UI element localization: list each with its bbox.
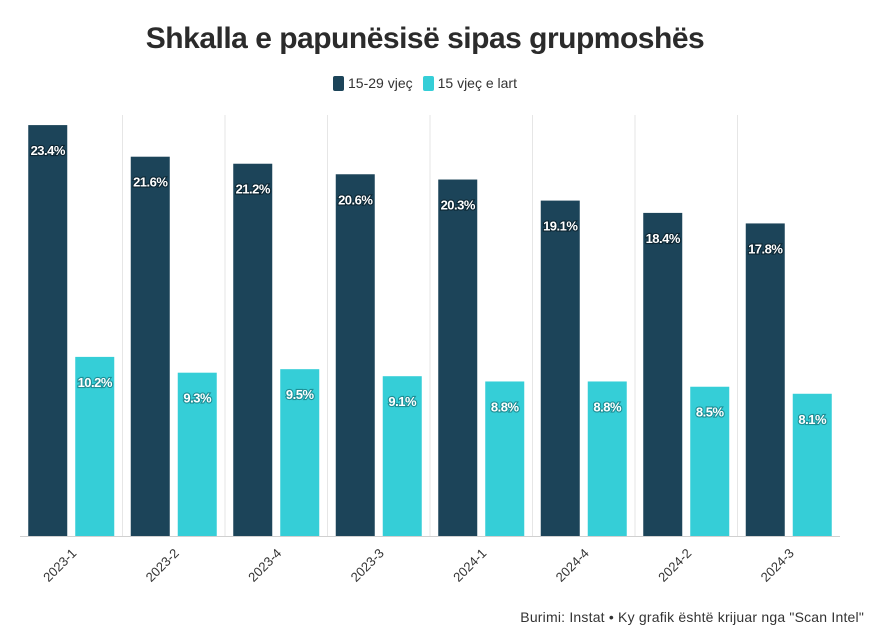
- bar-2: [177, 372, 217, 536]
- data-label: 18.4%: [646, 231, 681, 246]
- bar-1: [28, 125, 68, 536]
- data-label: 9.3%: [183, 391, 212, 406]
- data-label: 10.2%: [78, 375, 113, 390]
- data-label: 9.5%: [286, 387, 315, 402]
- data-label: 20.6%: [338, 192, 373, 207]
- source-note: Burimi: Instat • Ky grafik është krijuar…: [520, 609, 864, 625]
- data-label: 9.1%: [388, 394, 417, 409]
- bar-2: [690, 386, 730, 536]
- data-label: 23.4%: [31, 143, 66, 158]
- bar-1: [643, 212, 683, 536]
- legend-swatch-series-2: [422, 75, 434, 91]
- legend-label-series-2: 15 vjeç e lart: [437, 75, 517, 91]
- x-tick-label: 2023-1: [40, 546, 79, 585]
- data-label: 20.3%: [441, 198, 476, 213]
- legend: 15-29 vjeç 15 vjeç e lart: [0, 75, 850, 91]
- bar-1: [233, 163, 273, 536]
- x-tick-label: 2024-1: [450, 546, 489, 585]
- bar-2: [587, 381, 627, 536]
- bar-2: [792, 393, 832, 536]
- data-label: 21.2%: [236, 182, 271, 197]
- x-tick-label: 2024-4: [553, 546, 592, 585]
- data-label: 8.8%: [491, 399, 520, 414]
- data-label: 21.6%: [133, 175, 168, 190]
- bar-1: [745, 223, 785, 536]
- data-label: 19.1%: [543, 219, 578, 234]
- chart-title: Shkalla e papunësisë sipas grupmoshës: [145, 22, 705, 55]
- bar-1: [438, 179, 478, 537]
- bar-2: [280, 369, 320, 536]
- data-label: 8.5%: [696, 405, 725, 420]
- legend-item-series-2[interactable]: 15 vjeç e lart: [422, 75, 517, 91]
- data-label: 17.8%: [748, 241, 783, 256]
- x-tick-label: 2023-3: [348, 546, 387, 585]
- x-tick-label: 2023-4: [245, 546, 284, 585]
- bar-2: [382, 376, 422, 536]
- data-label: 8.1%: [798, 412, 827, 427]
- bar-1: [130, 156, 170, 537]
- bar-1: [540, 200, 580, 536]
- bar-2: [485, 381, 525, 536]
- legend-label-series-1: 15-29 vjeç: [348, 75, 413, 91]
- bar-chart-plot: 23.4% 10.2% 2023-1 21.6% 9.3% 2023-2 21.2% 9.5%…: [20, 115, 840, 585]
- x-tick-label: 2024-3: [758, 546, 797, 585]
- legend-item-series-1[interactable]: 15-29 vjeç: [333, 75, 413, 91]
- bar-1: [335, 174, 375, 536]
- x-tick-label: 2023-2: [143, 546, 182, 585]
- bar-2: [75, 356, 115, 536]
- data-label: 8.8%: [593, 399, 622, 414]
- x-tick-label: 2024-2: [655, 546, 694, 585]
- legend-swatch-series-1: [333, 75, 345, 91]
